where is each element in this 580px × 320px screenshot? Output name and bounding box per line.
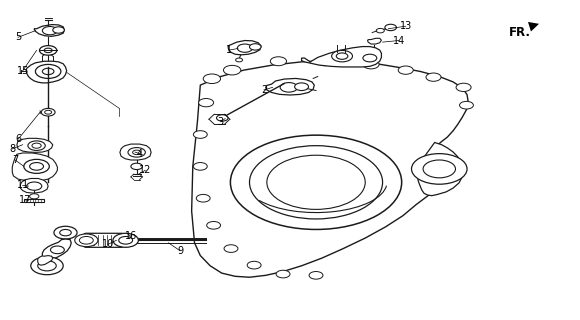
Text: 3: 3 bbox=[218, 117, 224, 127]
Text: 5: 5 bbox=[15, 32, 21, 42]
Circle shape bbox=[42, 68, 54, 75]
Polygon shape bbox=[191, 60, 468, 277]
Circle shape bbox=[237, 44, 252, 52]
Circle shape bbox=[230, 135, 402, 229]
Circle shape bbox=[196, 195, 210, 202]
FancyBboxPatch shape bbox=[84, 233, 124, 247]
Circle shape bbox=[131, 163, 143, 170]
Circle shape bbox=[60, 229, 71, 236]
Circle shape bbox=[53, 27, 64, 33]
Polygon shape bbox=[26, 61, 67, 83]
Circle shape bbox=[280, 83, 298, 92]
Circle shape bbox=[38, 261, 56, 271]
FancyBboxPatch shape bbox=[24, 199, 44, 202]
Circle shape bbox=[119, 236, 133, 244]
Circle shape bbox=[459, 101, 473, 109]
Circle shape bbox=[363, 54, 377, 62]
Polygon shape bbox=[266, 78, 314, 95]
Circle shape bbox=[411, 154, 467, 184]
Text: 14: 14 bbox=[393, 36, 405, 45]
Polygon shape bbox=[228, 41, 261, 55]
Circle shape bbox=[50, 246, 64, 254]
Circle shape bbox=[30, 163, 44, 170]
Circle shape bbox=[128, 148, 146, 157]
Circle shape bbox=[295, 83, 309, 91]
Text: FR.: FR. bbox=[509, 26, 531, 39]
Text: 8: 8 bbox=[9, 144, 15, 154]
Text: 16: 16 bbox=[125, 231, 137, 242]
Circle shape bbox=[203, 74, 220, 84]
Text: 13: 13 bbox=[400, 21, 412, 31]
Circle shape bbox=[247, 261, 261, 269]
Circle shape bbox=[336, 53, 348, 59]
Circle shape bbox=[27, 182, 42, 190]
Circle shape bbox=[44, 48, 52, 52]
Text: 12: 12 bbox=[139, 165, 151, 175]
Circle shape bbox=[423, 160, 455, 178]
Circle shape bbox=[75, 234, 98, 247]
Text: 9: 9 bbox=[177, 246, 183, 256]
Circle shape bbox=[332, 50, 353, 62]
Circle shape bbox=[31, 257, 63, 275]
Circle shape bbox=[249, 146, 383, 219]
Polygon shape bbox=[302, 47, 382, 67]
Polygon shape bbox=[12, 153, 57, 181]
Circle shape bbox=[376, 28, 385, 33]
Circle shape bbox=[113, 233, 139, 247]
Circle shape bbox=[193, 163, 207, 170]
Polygon shape bbox=[20, 179, 48, 193]
Polygon shape bbox=[34, 25, 64, 36]
Circle shape bbox=[385, 24, 397, 31]
Circle shape bbox=[133, 150, 141, 155]
Circle shape bbox=[309, 271, 323, 279]
Circle shape bbox=[223, 65, 241, 75]
Circle shape bbox=[193, 131, 207, 138]
Circle shape bbox=[39, 46, 57, 55]
Circle shape bbox=[270, 57, 287, 66]
Circle shape bbox=[79, 236, 93, 244]
Circle shape bbox=[54, 226, 77, 239]
Circle shape bbox=[41, 108, 55, 116]
Circle shape bbox=[235, 58, 242, 62]
Circle shape bbox=[363, 60, 379, 69]
Text: 7: 7 bbox=[12, 155, 19, 165]
Text: 17: 17 bbox=[19, 195, 31, 205]
Text: 10: 10 bbox=[102, 239, 114, 249]
Circle shape bbox=[249, 44, 261, 50]
Circle shape bbox=[267, 155, 365, 209]
Text: 15: 15 bbox=[16, 66, 29, 76]
Circle shape bbox=[276, 270, 290, 278]
Circle shape bbox=[398, 66, 413, 74]
Text: 6: 6 bbox=[15, 134, 21, 144]
Circle shape bbox=[456, 83, 471, 92]
Text: 2: 2 bbox=[261, 85, 267, 95]
Circle shape bbox=[32, 143, 41, 148]
Circle shape bbox=[45, 110, 52, 114]
Text: 4: 4 bbox=[136, 148, 143, 159]
Polygon shape bbox=[17, 138, 53, 152]
Circle shape bbox=[28, 141, 45, 150]
Polygon shape bbox=[368, 38, 382, 44]
Circle shape bbox=[216, 115, 228, 121]
Polygon shape bbox=[38, 256, 53, 265]
Circle shape bbox=[35, 64, 61, 78]
Circle shape bbox=[206, 221, 220, 229]
Circle shape bbox=[426, 73, 441, 81]
Circle shape bbox=[30, 194, 39, 199]
Circle shape bbox=[42, 27, 57, 35]
Polygon shape bbox=[120, 144, 151, 160]
Circle shape bbox=[24, 159, 49, 173]
Text: 1: 1 bbox=[226, 45, 233, 55]
Circle shape bbox=[317, 57, 333, 66]
Circle shape bbox=[224, 245, 238, 252]
Polygon shape bbox=[42, 239, 71, 260]
Polygon shape bbox=[417, 142, 462, 196]
Circle shape bbox=[198, 99, 213, 107]
Text: 11: 11 bbox=[17, 180, 29, 190]
